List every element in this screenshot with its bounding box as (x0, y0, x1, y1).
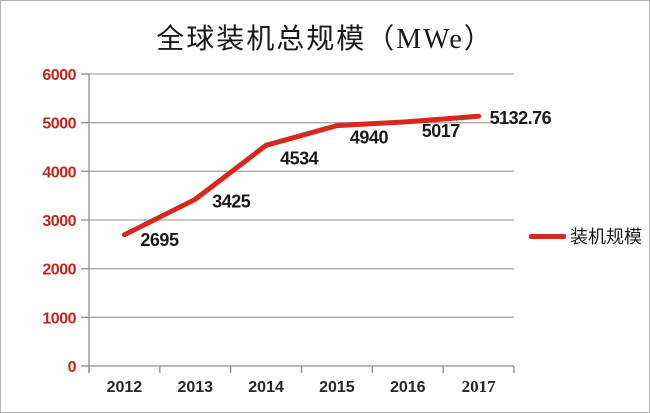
x-tick-label: 2014 (248, 379, 284, 396)
legend-series-label: 装机规模 (570, 227, 642, 247)
x-tick-label: 2016 (390, 379, 426, 396)
data-label: 3425 (212, 191, 251, 211)
data-label: 5132.76 (490, 108, 552, 128)
x-tick-label: 2017 (462, 377, 497, 396)
legend-line-swatch (529, 233, 566, 239)
y-tick-label: 5000 (42, 116, 76, 133)
legend: 装机规模 (529, 223, 642, 249)
data-label: 5017 (422, 121, 461, 141)
data-label: 2695 (140, 230, 179, 250)
y-tick-label: 4000 (42, 164, 76, 181)
y-tick-label: 1000 (42, 310, 76, 327)
data-label: 4940 (350, 128, 389, 148)
x-tick-label: 2012 (107, 379, 143, 396)
x-tick-label: 2015 (319, 379, 355, 396)
y-tick-label: 0 (68, 359, 77, 376)
chart-title: 全球装机总规模（MWe） (156, 24, 494, 55)
series-line (121, 113, 482, 238)
y-tick-label: 2000 (42, 262, 76, 279)
data-label: 4534 (280, 148, 319, 168)
y-tick-label: 3000 (42, 213, 76, 230)
x-tick-label: 2013 (177, 379, 213, 396)
y-tick-label: 6000 (42, 67, 76, 84)
